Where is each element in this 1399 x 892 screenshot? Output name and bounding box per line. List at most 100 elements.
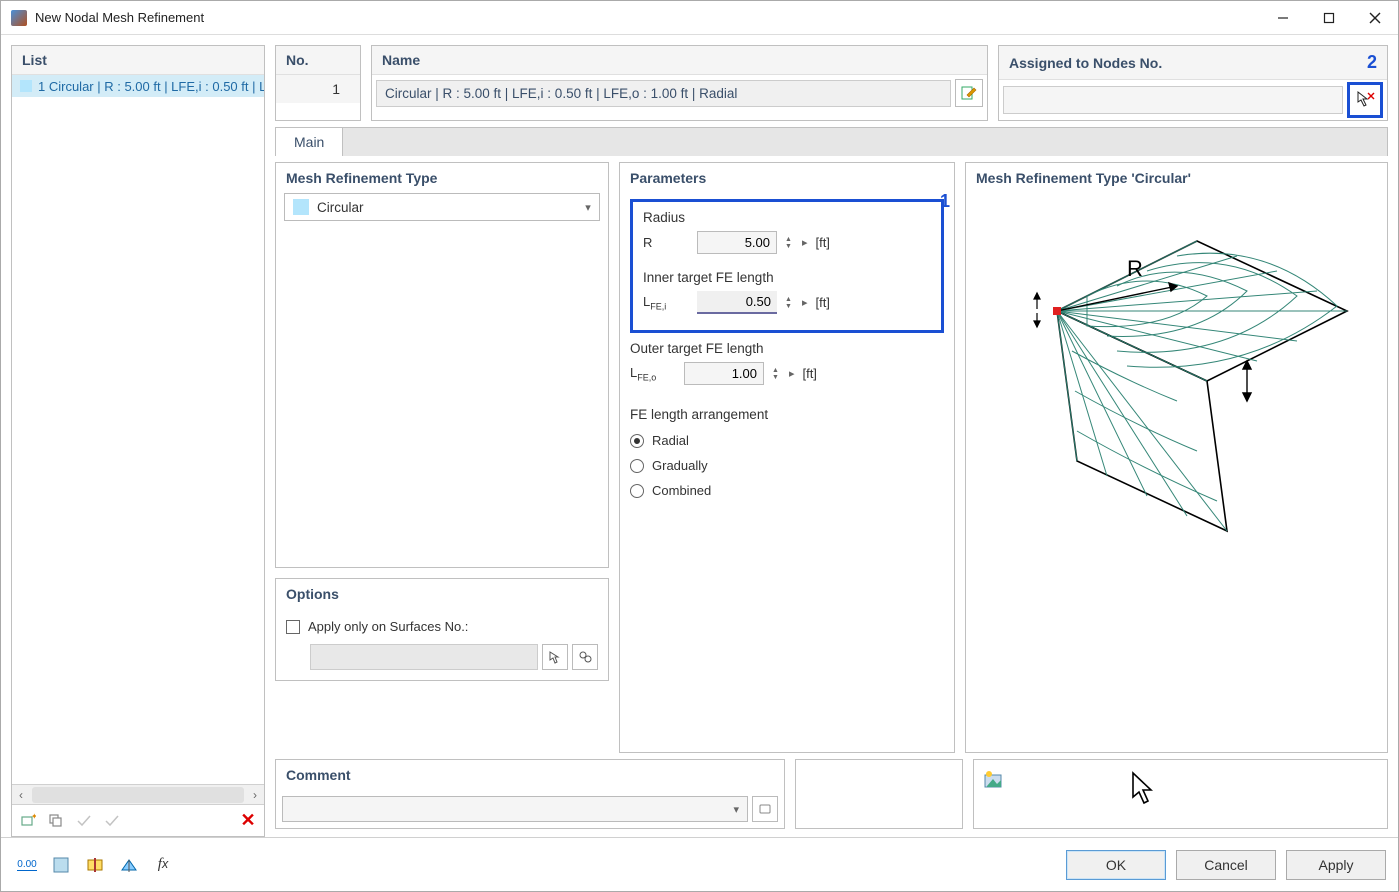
- assigned-header: Assigned to Nodes No. 2: [999, 46, 1387, 80]
- view-tool-3[interactable]: [115, 851, 143, 879]
- check-button-1[interactable]: [72, 809, 96, 833]
- tab-main[interactable]: Main: [276, 128, 343, 156]
- outer-spinner[interactable]: ▲▼: [770, 367, 781, 381]
- edit-name-button[interactable]: [955, 79, 983, 107]
- radius-label: Radius: [643, 210, 931, 225]
- view-tool-1[interactable]: [47, 851, 75, 879]
- list-item[interactable]: 1 Circular | R : 5.00 ft | LFE,i : 0.50 …: [12, 75, 264, 97]
- list-body: 1 Circular | R : 5.00 ft | LFE,i : 0.50 …: [12, 75, 264, 784]
- name-field[interactable]: Circular | R : 5.00 ft | LFE,i : 0.50 ft…: [376, 80, 951, 107]
- mesh-type-dropdown[interactable]: Circular ▾: [284, 193, 600, 221]
- assigned-header-text: Assigned to Nodes No.: [1009, 55, 1162, 71]
- minimize-button[interactable]: [1260, 1, 1306, 35]
- scroll-right-icon[interactable]: ›: [246, 788, 264, 802]
- thumbnail-panel: [973, 759, 1388, 829]
- inner-symbol: LFE,i: [643, 294, 691, 312]
- outer-label: Outer target FE length: [630, 341, 944, 356]
- ok-button[interactable]: OK: [1066, 850, 1166, 880]
- comment-header: Comment: [276, 760, 784, 790]
- delete-item-button[interactable]: ✕: [236, 809, 260, 833]
- list-item-chip: [20, 80, 32, 92]
- r-label: R: [1127, 256, 1143, 281]
- radio-radial[interactable]: [630, 434, 644, 448]
- dialog-window: New Nodal Mesh Refinement List 1 Circula…: [0, 0, 1399, 892]
- tab-strip: Main: [275, 127, 1388, 156]
- pick-nodes-button[interactable]: [1355, 90, 1375, 110]
- pick-surfaces-button[interactable]: [542, 644, 568, 670]
- mesh-type-header: Mesh Refinement Type: [276, 163, 608, 193]
- arrangement-group: Radial Gradually Combined: [630, 428, 944, 503]
- outer-input[interactable]: [684, 362, 764, 385]
- name-panel: Name Circular | R : 5.00 ft | LFE,i : 0.…: [371, 45, 988, 121]
- mesh-type-panel: Mesh Refinement Type Circular ▾: [275, 162, 609, 568]
- radius-input[interactable]: [697, 231, 777, 254]
- maximize-button[interactable]: [1306, 1, 1352, 35]
- list-hscrollbar[interactable]: ‹ ›: [12, 784, 264, 804]
- close-button[interactable]: [1352, 1, 1398, 35]
- mesh-type-swatch: [293, 199, 309, 215]
- chevron-down-icon: ▾: [577, 201, 599, 214]
- options-panel: Options Apply only on Surfaces No.:: [275, 578, 609, 681]
- list-item-text: 1 Circular | R : 5.00 ft | LFE,i : 0.50 …: [38, 79, 264, 94]
- new-item-button[interactable]: ✦: [16, 809, 40, 833]
- check-button-2[interactable]: [100, 809, 124, 833]
- preview-header-prefix: Mesh Refinement Type ': [976, 170, 1135, 186]
- list-toolbar: ✦ ✕: [12, 804, 264, 836]
- no-value[interactable]: 1: [276, 75, 360, 103]
- radio-combined[interactable]: [630, 484, 644, 498]
- parameters-highlight: Radius R ▲▼ ▸ [ft] Inner target FE lengt…: [630, 199, 944, 333]
- list-header: List: [12, 46, 264, 75]
- options-header: Options: [276, 579, 608, 609]
- view-tool-2[interactable]: [81, 851, 109, 879]
- radio-combined-label: Combined: [652, 483, 711, 498]
- units-tool[interactable]: 0.00: [13, 851, 41, 879]
- comment-attach-button[interactable]: [752, 796, 778, 822]
- thumbnail-icon[interactable]: [980, 766, 1006, 792]
- scroll-left-icon[interactable]: ‹: [12, 788, 30, 802]
- preview-panel: Mesh Refinement Type 'Circular': [965, 162, 1388, 753]
- annotation-2: 2: [1367, 52, 1377, 73]
- comment-panel: Comment ▾: [275, 759, 785, 829]
- fx-tool[interactable]: fx: [149, 851, 177, 879]
- apply-surfaces-checkbox[interactable]: [286, 620, 300, 634]
- scroll-track[interactable]: [32, 787, 244, 803]
- radius-unit: [ft]: [815, 235, 829, 250]
- chevron-down-icon: ▾: [725, 803, 747, 816]
- arrangement-label: FE length arrangement: [630, 407, 944, 422]
- window-title: New Nodal Mesh Refinement: [35, 10, 204, 25]
- radius-step-icon[interactable]: ▸: [800, 236, 810, 249]
- no-header: No.: [276, 46, 360, 75]
- outer-unit: [ft]: [802, 366, 816, 381]
- mesh-type-selected: Circular: [317, 200, 577, 215]
- comment-dropdown[interactable]: ▾: [282, 796, 748, 822]
- blank-panel: [795, 759, 963, 829]
- name-header: Name: [372, 46, 987, 75]
- parameters-header: Parameters: [620, 163, 954, 193]
- cancel-button[interactable]: Cancel: [1176, 850, 1276, 880]
- find-surfaces-button[interactable]: [572, 644, 598, 670]
- annotation-1: 1: [940, 191, 950, 212]
- assigned-nodes-field[interactable]: [1003, 86, 1343, 114]
- preview-header: Mesh Refinement Type 'Circular': [966, 163, 1387, 193]
- copy-item-button[interactable]: [44, 809, 68, 833]
- surfaces-input[interactable]: [310, 644, 538, 670]
- inner-unit: [ft]: [815, 295, 829, 310]
- preview-header-suffix: ': [1188, 170, 1191, 186]
- parameters-panel: Parameters 1 Radius R ▲▼ ▸ [ft]: [619, 162, 955, 753]
- list-panel: List 1 Circular | R : 5.00 ft | LFE,i : …: [11, 45, 265, 837]
- pick-nodes-highlight: [1347, 82, 1383, 118]
- radius-spinner[interactable]: ▲▼: [783, 236, 794, 250]
- titlebar: New Nodal Mesh Refinement: [1, 1, 1398, 35]
- radio-gradually[interactable]: [630, 459, 644, 473]
- radio-radial-label: Radial: [652, 433, 689, 448]
- preview-header-type: Circular: [1135, 170, 1188, 186]
- preview-body: R: [966, 193, 1387, 752]
- inner-spinner[interactable]: ▲▼: [783, 296, 794, 310]
- app-icon: [11, 10, 27, 26]
- inner-input[interactable]: [697, 291, 777, 314]
- dialog-footer: 0.00 fx OK Cancel Apply: [1, 837, 1398, 891]
- apply-button[interactable]: Apply: [1286, 850, 1386, 880]
- inner-step-icon[interactable]: ▸: [800, 296, 810, 309]
- radius-symbol: R: [643, 235, 691, 250]
- outer-step-icon[interactable]: ▸: [787, 367, 797, 380]
